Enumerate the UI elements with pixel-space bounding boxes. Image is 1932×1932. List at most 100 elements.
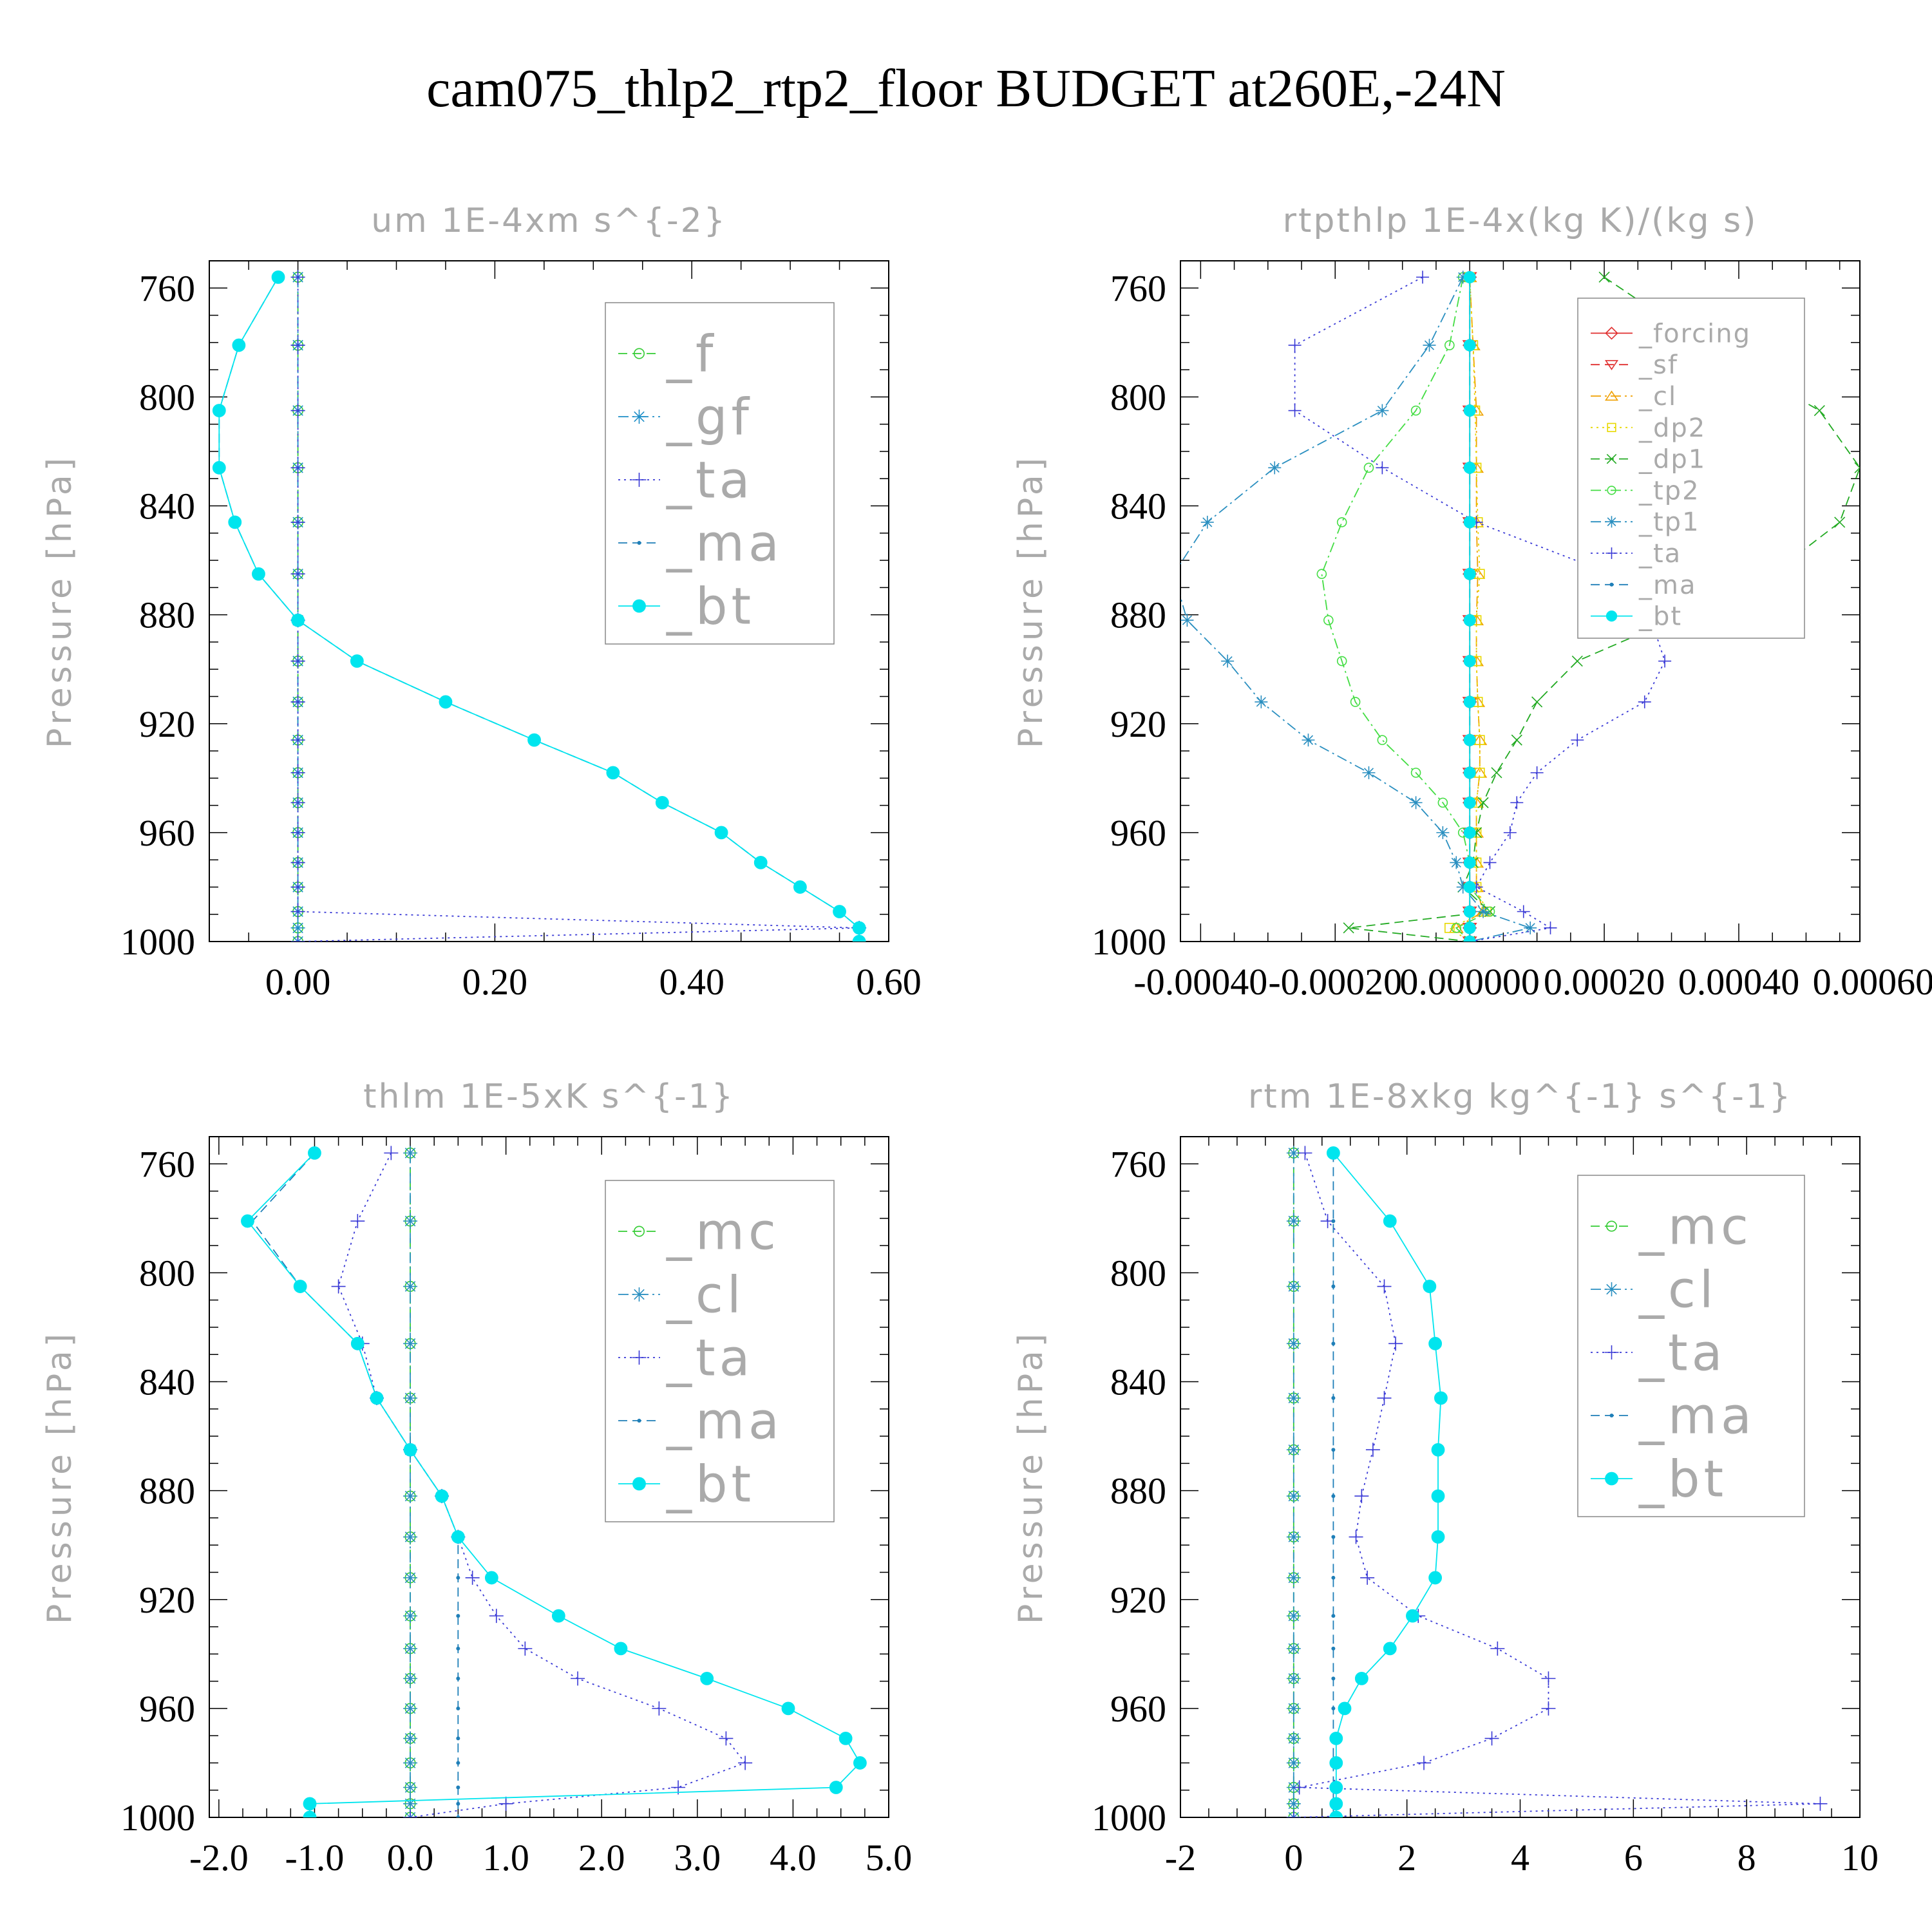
legend-marker-mc <box>1606 1220 1618 1232</box>
data-point-bt <box>1463 567 1476 580</box>
legend-marker-f <box>633 348 645 359</box>
data-point-cl <box>1286 1609 1301 1624</box>
legend-marker-ta <box>1605 547 1618 559</box>
data-point-tp1 <box>1477 905 1490 918</box>
data-point-ta <box>1286 1810 1301 1817</box>
series-line-ta <box>297 277 860 942</box>
data-point-ta <box>290 460 305 475</box>
legend-label-ma: _ma <box>666 1392 783 1450</box>
data-point-gf <box>290 920 305 935</box>
data-point-ma <box>1331 1614 1336 1618</box>
data-point-cl <box>1286 1443 1301 1457</box>
data-point-bt <box>1463 766 1476 779</box>
y-tick-label: 1000 <box>1092 921 1166 963</box>
data-point-ta <box>1503 826 1517 839</box>
data-point-ta <box>403 1810 418 1817</box>
data-point-ta <box>738 1756 753 1770</box>
data-point-tp1 <box>1450 856 1463 869</box>
data-point-ta <box>331 1279 346 1294</box>
data-point-bt <box>308 1146 321 1160</box>
x-tick-label: 5.0 <box>866 1837 913 1879</box>
data-point-bt <box>403 1443 417 1457</box>
legend-label-sf: _sf <box>1638 350 1678 380</box>
data-point-bt <box>303 1797 317 1811</box>
legend-label-mc: _mc <box>1638 1198 1752 1256</box>
series-line-dp2 <box>1448 277 1488 942</box>
data-point-bt <box>271 270 285 284</box>
data-point-ta <box>1541 1701 1556 1716</box>
data-point-bt <box>484 1571 498 1585</box>
data-point-ta <box>1388 1336 1403 1351</box>
data-point-ma <box>1331 1575 1336 1580</box>
data-point-bt <box>1329 1810 1343 1817</box>
data-point-ta <box>290 694 305 709</box>
data-point-bt <box>1354 1671 1368 1685</box>
data-point-ta <box>290 765 305 780</box>
y-tick-label: 920 <box>139 703 195 745</box>
data-point-bt <box>1463 339 1476 352</box>
legend-marker-sf <box>1605 360 1618 370</box>
data-point-bt <box>1434 1391 1448 1405</box>
data-point-bt <box>350 1336 365 1350</box>
data-point-ta <box>1510 796 1524 810</box>
legend-marker-tp1 <box>1605 516 1618 528</box>
data-point-ta <box>1638 695 1651 708</box>
x-tick-label: 4.0 <box>770 1837 817 1879</box>
legend-label-ta: _ta <box>1638 1324 1726 1382</box>
chart-panel-2: rtpthlp 1E-4x(kg K)/(kg s) Pressure [hPa]… <box>1012 202 1932 1003</box>
y-tick-label: 800 <box>139 1252 195 1294</box>
data-point-cl <box>403 1214 418 1229</box>
data-point-ma <box>456 1575 460 1580</box>
legend: _mc_cl_ta_ma_bt <box>1577 1175 1805 1517</box>
data-point-bt <box>1326 1146 1340 1160</box>
series-group <box>1286 1146 1828 1817</box>
legend-box <box>1577 1175 1805 1517</box>
legend-box <box>605 1180 835 1522</box>
data-point-bt <box>370 1391 384 1405</box>
legend-marker-ma <box>637 1419 641 1423</box>
data-point-ta <box>1541 1671 1556 1686</box>
legend-label-tp1: _tp1 <box>1638 507 1700 537</box>
y-tick-label: 800 <box>1110 376 1166 418</box>
legend: _forcing_sf_cl_dp2_dp1_tp2_tp1_ta_ma_bt <box>1577 298 1805 639</box>
data-point-bt <box>451 1530 465 1544</box>
data-point-ma <box>1331 1706 1336 1710</box>
data-point-bt <box>1383 1214 1397 1228</box>
data-point-bt <box>614 1642 628 1656</box>
data-point-bt <box>527 733 541 747</box>
data-point-tp1 <box>1168 567 1180 580</box>
legend-marker-bt <box>632 599 646 613</box>
data-point-ta <box>1360 1570 1375 1585</box>
data-point-bt <box>753 855 768 869</box>
series-line-dp1 <box>1348 276 1860 942</box>
data-point-tp2 <box>1444 340 1455 350</box>
data-point-tp1 <box>1456 880 1470 894</box>
plot-frame <box>1180 260 1861 942</box>
data-point-ta <box>1517 905 1530 918</box>
y-tick-label: 800 <box>139 376 195 418</box>
data-point-ma <box>1331 1219 1336 1224</box>
data-point-dp1 <box>1491 767 1502 779</box>
legend-label-bt: _bt <box>1638 1450 1727 1508</box>
data-point-cl <box>1286 1279 1301 1294</box>
data-point-tp1 <box>1180 614 1194 627</box>
data-point-cl <box>403 1671 418 1686</box>
data-point-cl <box>403 1780 418 1795</box>
data-point-ma <box>1331 1494 1336 1499</box>
legend-label-ta: _ta <box>1638 539 1681 569</box>
x-tick-label: 2 <box>1397 1837 1416 1879</box>
data-point-dp1 <box>1571 655 1583 667</box>
data-point-ta <box>1377 1279 1392 1294</box>
data-point-cl <box>403 1731 418 1746</box>
data-point-cl <box>1286 1390 1301 1405</box>
data-point-bt <box>1423 1280 1437 1293</box>
data-point-cl <box>1286 1336 1301 1351</box>
data-point-tp1 <box>1409 796 1423 810</box>
y-tick-label: 760 <box>1110 1143 1166 1185</box>
data-point-ta <box>1571 734 1584 747</box>
legend-marker-cl <box>1604 1282 1619 1296</box>
legend-label-bt: _bt <box>666 578 755 636</box>
series-line-bt <box>218 276 860 942</box>
data-point-bt <box>1463 922 1476 934</box>
data-point-ma <box>1331 1448 1336 1452</box>
